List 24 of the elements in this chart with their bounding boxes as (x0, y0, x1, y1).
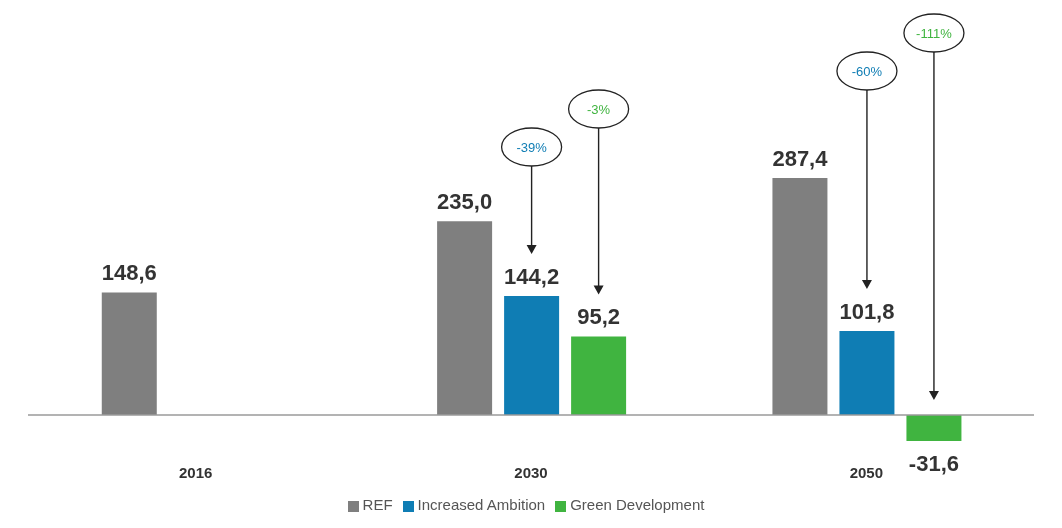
data-label: 144,2 (504, 264, 560, 290)
bar (504, 296, 560, 415)
bar (101, 292, 157, 415)
data-label: -31,6 (908, 451, 960, 476)
data-label: 287,4 (772, 146, 829, 171)
x-tick-label: 2050 (849, 463, 884, 481)
data-label: 95,2 (577, 304, 621, 330)
data-label: 148,6 (101, 260, 157, 286)
text: -60% (851, 64, 883, 79)
bar (437, 221, 493, 415)
legend-label: Green Development (570, 496, 705, 513)
x-tick-label: 2030 (514, 463, 548, 481)
text: -111% (916, 26, 953, 41)
data-label: 235,0 (437, 189, 493, 215)
bar (571, 336, 627, 415)
text: -3% (587, 102, 611, 117)
text: -39% (516, 140, 548, 155)
x-tick-label: 2016 (178, 463, 213, 481)
legend-label: REF (362, 496, 393, 513)
legend-label: Increased Ambition (417, 496, 546, 513)
data-label: 101,8 (839, 299, 895, 325)
bar (906, 414, 962, 441)
bar (772, 178, 828, 415)
bar (839, 331, 895, 415)
